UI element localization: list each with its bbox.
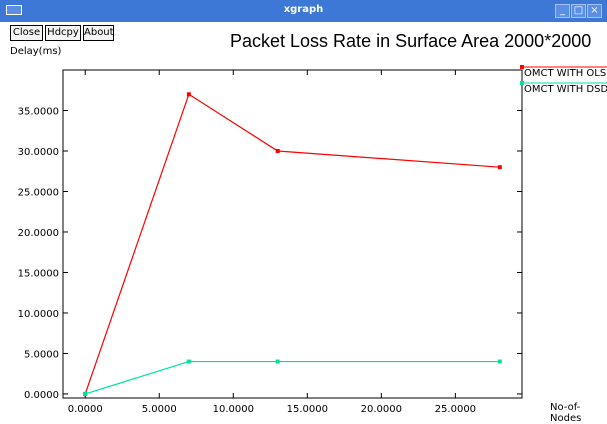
data-point: [186, 92, 191, 97]
close-button[interactable]: Close: [10, 25, 43, 41]
x-tick-label: 10.0000: [213, 404, 254, 415]
x-tick-label: 25.0000: [435, 404, 476, 415]
y-tick-label: 0.0000: [24, 390, 59, 401]
data-point: [83, 391, 88, 396]
y-tick-label: 20.0000: [18, 228, 59, 239]
series-line-1: [85, 360, 500, 395]
legend-marker-1: [520, 81, 524, 85]
maximize-icon[interactable]: □: [571, 4, 586, 18]
minimize-icon[interactable]: _: [555, 4, 570, 18]
data-point: [497, 359, 502, 364]
chart-title: Packet Loss Rate in Surface Area 2000*20…: [230, 31, 592, 51]
y-tick-label: 15.0000: [18, 268, 59, 279]
x-tick-label: 5.0000: [142, 404, 177, 415]
x-axis-label: No-of-Nodes: [550, 402, 582, 424]
y-tick-label: 30.0000: [18, 147, 59, 158]
y-tick-label: 35.0000: [18, 106, 59, 117]
y-tick-label: 5.0000: [24, 349, 59, 360]
legend-marker-0: [520, 65, 524, 69]
system-menu-icon[interactable]: [6, 5, 22, 15]
legend-label-ols: OMCT WITH OLS: [524, 68, 607, 79]
about-button[interactable]: About: [83, 25, 114, 41]
series-line-0: [84, 93, 500, 395]
data-point: [275, 359, 280, 364]
y-tick-label: 10.0000: [18, 309, 59, 320]
x-tick-label: 20.0000: [361, 404, 402, 415]
plot-frame: [62, 69, 523, 399]
x-tick-label: 15.0000: [287, 404, 328, 415]
y-tick-label: 25.0000: [18, 187, 59, 198]
window-title: xgraph: [283, 4, 324, 15]
window-titlebar[interactable]: xgraph _ □ ×: [0, 0, 607, 22]
data-point: [497, 165, 502, 170]
x-tick-label: 0.0000: [68, 404, 103, 415]
close-icon[interactable]: ×: [587, 4, 602, 18]
data-point: [275, 148, 280, 153]
y-axis-label: Delay(ms): [10, 46, 62, 57]
hdcpy-button[interactable]: Hdcpy: [45, 25, 81, 41]
data-point: [186, 359, 191, 364]
legend-label-dsd: OMCT WITH DSD: [524, 84, 607, 95]
